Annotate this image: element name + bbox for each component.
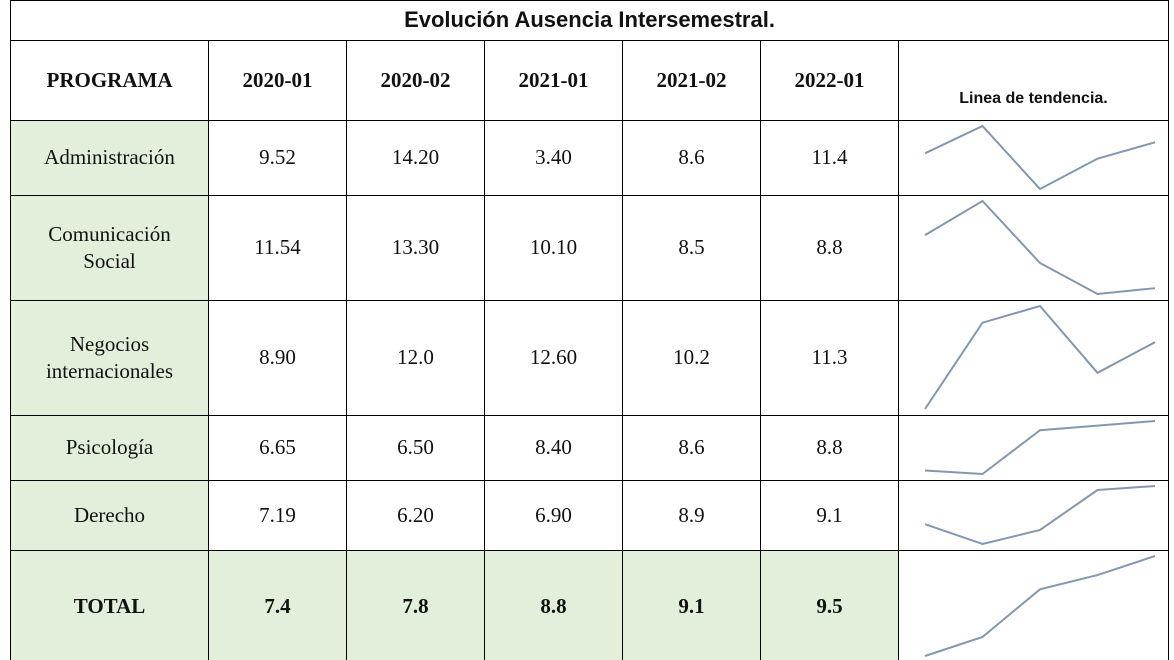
value-cell: 6.90: [484, 480, 623, 551]
value-cell: 7.4: [208, 550, 347, 660]
value-cell: 11.54: [208, 195, 347, 301]
sparkline: [924, 420, 1156, 476]
program-cell: Negocios internacionales: [10, 300, 209, 416]
program-cell: Administración: [10, 120, 209, 196]
value-cell: 9.1: [622, 550, 761, 660]
value-cell: 3.40: [484, 120, 623, 196]
sparkline: [924, 199, 1156, 296]
value-cell: 8.40: [484, 415, 623, 481]
header-cell: 2020-01: [208, 40, 347, 121]
program-cell: Psicología: [10, 415, 209, 481]
sparkline: [924, 304, 1156, 410]
sparkline: [924, 555, 1156, 657]
sparkline: [924, 124, 1156, 191]
program-cell: Comunicación Social: [10, 195, 209, 301]
value-cell: 9.5: [760, 550, 899, 660]
header-cell: 2021-02: [622, 40, 761, 121]
sparkline: [924, 485, 1156, 546]
trend-cell: [898, 550, 1169, 660]
